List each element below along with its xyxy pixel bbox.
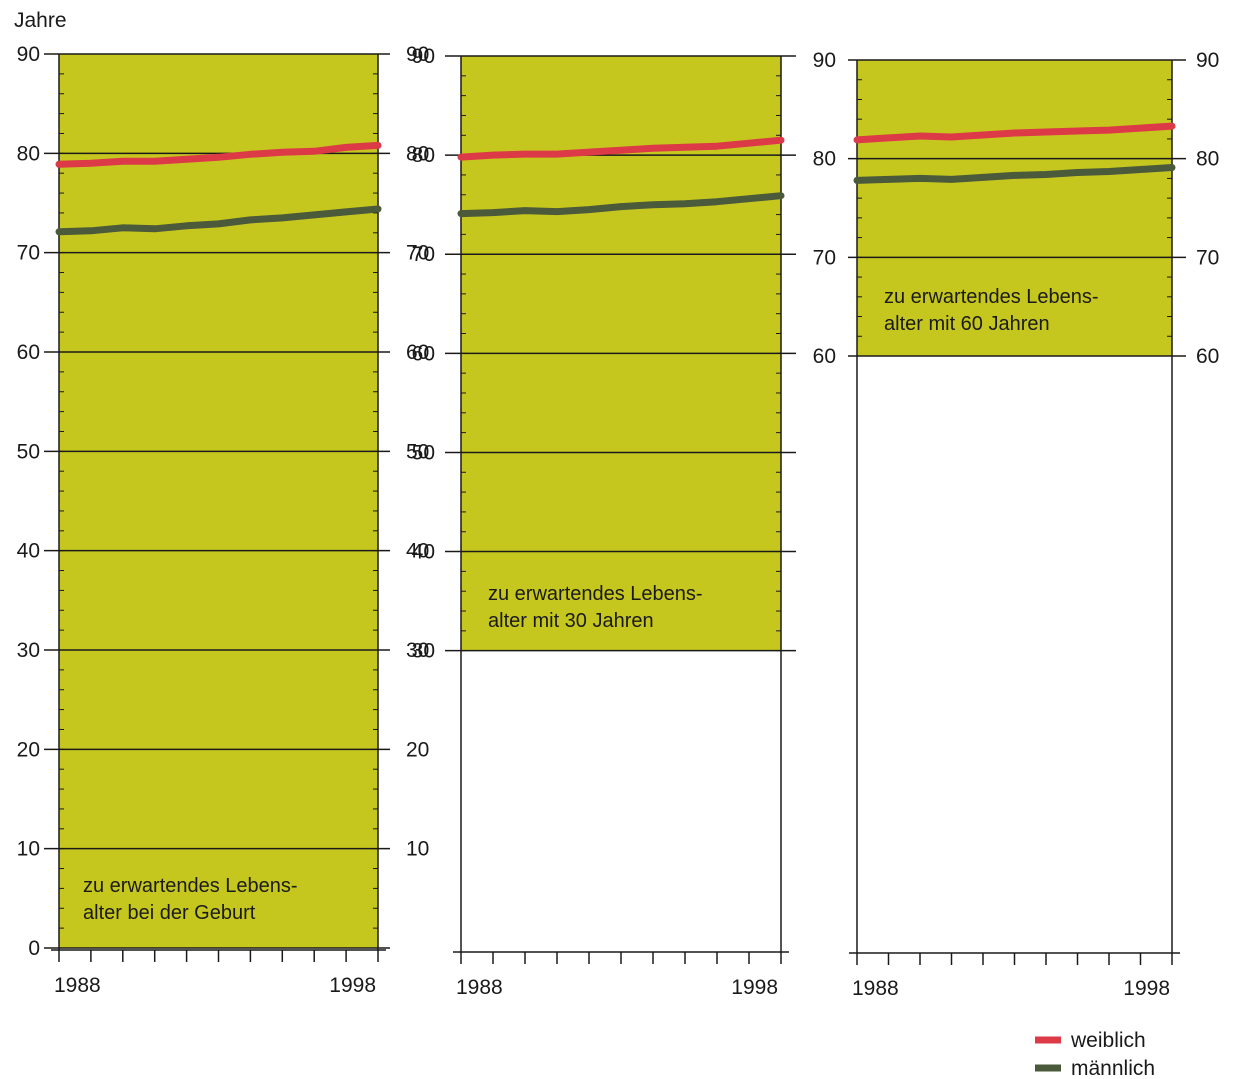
y-tick-label-right-60: 60 <box>406 341 429 364</box>
panel-background <box>59 54 378 948</box>
series-line-maennlich <box>457 192 785 218</box>
legend: weiblich männlich <box>1035 1029 1155 1079</box>
panel-1: 0 10 20 30 40 50 60 70 80 90 10 20 30 40 50 60 70 80 90 198… <box>17 43 430 997</box>
y-tick-label-40: 40 <box>17 540 40 563</box>
series-line-weiblich <box>55 141 382 168</box>
x-tick-label-1988: 1988 <box>456 976 503 999</box>
y-tick-label-90: 90 <box>412 45 435 68</box>
y-tick-label-70: 70 <box>813 246 836 269</box>
legend-label-maennlich: männlich <box>1071 1057 1155 1079</box>
y-tick-label-70: 70 <box>412 243 435 266</box>
y-tick-label-right-40: 40 <box>406 540 429 563</box>
y-tick-label-40: 40 <box>412 541 435 564</box>
panel-background <box>857 60 1172 356</box>
x-tick-label-1988: 1988 <box>54 974 101 997</box>
panel-annotation-line: alter mit 30 Jahren <box>488 610 654 632</box>
series-line-maennlich <box>853 164 1176 184</box>
x-tick-label-1998: 1998 <box>1123 977 1170 1000</box>
series-line-weiblich <box>853 122 1176 144</box>
y-tick-label-10: 10 <box>17 838 40 861</box>
x-tick-label-1998: 1998 <box>329 974 376 997</box>
y-tick-label-60: 60 <box>17 341 40 364</box>
y-tick-label-right-70: 70 <box>1196 246 1219 269</box>
panel-annotation-line: zu erwartendes Lebens- <box>488 583 703 605</box>
y-tick-label-50: 50 <box>17 440 40 463</box>
y-tick-label-right-30: 30 <box>406 639 429 662</box>
y-tick-label-70: 70 <box>17 242 40 265</box>
y-tick-label-right-70: 70 <box>406 242 429 265</box>
y-tick-label-30: 30 <box>412 640 435 663</box>
y-tick-label-20: 20 <box>17 738 40 761</box>
y-tick-label-80: 80 <box>412 144 435 167</box>
y-tick-label-30: 30 <box>17 639 40 662</box>
series-line-maennlich <box>55 205 382 236</box>
y-tick-label-0: 0 <box>28 937 40 960</box>
series-line-weiblich <box>457 136 785 161</box>
panel-annotation-line: zu erwartendes Lebens- <box>83 875 298 897</box>
y-tick-label-60: 60 <box>412 342 435 365</box>
x-tick-label-1988: 1988 <box>852 977 899 1000</box>
y-tick-label-right-90: 90 <box>1196 49 1219 72</box>
panel-3: 60 70 80 90 60 70 80 90 1988 1998 zu erwartendes L… <box>813 49 1220 1000</box>
panel-annotation-line: zu erwartendes Lebens- <box>884 286 1099 308</box>
x-tick-label-1998: 1998 <box>731 976 778 999</box>
legend-label-weiblich: weiblich <box>1070 1029 1146 1052</box>
y-tick-label-right-80: 80 <box>406 142 429 165</box>
y-tick-label-right-20: 20 <box>406 738 429 761</box>
panel-2: 30 40 50 60 70 80 90 1988 1998 zu erwartendes Leb… <box>412 45 796 999</box>
y-unit-label: Jahre <box>14 9 67 32</box>
y-tick-label-60: 60 <box>813 345 836 368</box>
panel-annotation-line: alter mit 60 Jahren <box>884 313 1050 335</box>
y-tick-label-90: 90 <box>813 49 836 72</box>
y-tick-label-right-10: 10 <box>406 838 429 861</box>
y-tick-label-90: 90 <box>17 43 40 66</box>
y-tick-label-right-60: 60 <box>1196 345 1219 368</box>
y-tick-label-right-50: 50 <box>406 440 429 463</box>
y-tick-label-right-90: 90 <box>406 43 429 66</box>
y-tick-label-50: 50 <box>412 441 435 464</box>
y-tick-label-80: 80 <box>813 148 836 171</box>
y-tick-label-right-80: 80 <box>1196 148 1219 171</box>
panel-annotation-line: alter bei der Geburt <box>83 902 256 924</box>
y-tick-label-80: 80 <box>17 142 40 165</box>
